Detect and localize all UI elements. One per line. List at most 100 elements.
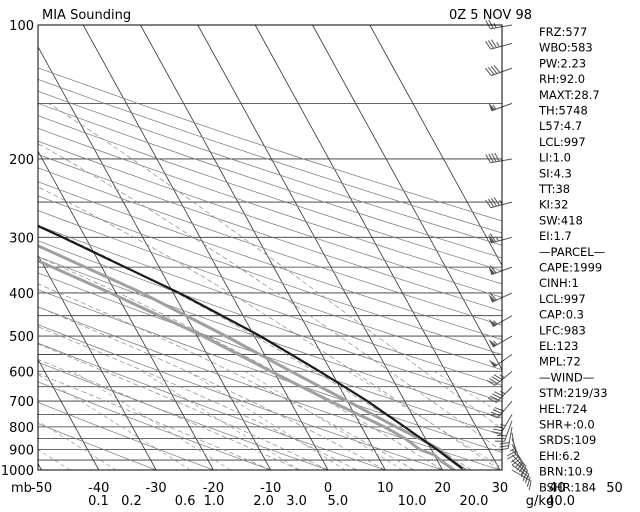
wind-barb-feather (510, 456, 519, 463)
mixing-ratio-label: 0.6 (175, 494, 196, 509)
index-entry: FRZ:577 (539, 25, 587, 39)
moist-adiabat-line (38, 373, 271, 470)
index-entry: MAXT:28.7 (539, 88, 600, 102)
wind-barb-feather (522, 470, 529, 480)
wind-barb-feather (488, 153, 494, 163)
index-entry: BRN:10.9 (539, 465, 593, 479)
wind-barb-pennant (488, 294, 496, 303)
wind-barb-shaft (493, 354, 513, 368)
isotherm-line (38, 45, 272, 470)
wind-barb-feather (516, 462, 524, 471)
mixing-ratio-label: 1.0 (204, 494, 225, 509)
wind-barb (488, 400, 513, 419)
moist-adiabat-line (38, 359, 300, 470)
temperature-tick-label: 20 (434, 481, 451, 496)
wind-barb-feather (485, 40, 492, 50)
moist-adiabat-line (38, 143, 502, 452)
isotherm-line (369, 25, 502, 267)
index-entry: EI:1.7 (539, 229, 572, 243)
index-entry: RH:92.0 (539, 72, 585, 86)
dry-adiabat-line (38, 140, 502, 298)
mixing-ratio-line (38, 420, 117, 470)
dry-adiabat-line (38, 423, 157, 470)
temperature-tick-label: -10 (260, 481, 281, 496)
dry-adiabat-line (38, 115, 502, 272)
temperature-tick-label: 10 (377, 481, 394, 496)
wind-barb (485, 39, 513, 50)
mixing-ratio-label: 0.2 (121, 494, 142, 509)
pressure-tick-label: 600 (9, 365, 34, 380)
wind-barb-half-feather (495, 236, 499, 242)
moist-adiabat-line (38, 186, 501, 470)
wind-barb-feather (485, 154, 491, 164)
temperature-tick-label: -50 (31, 481, 52, 496)
wind-barb-feather (499, 445, 509, 448)
wind-barb (506, 432, 517, 460)
pressure-tick-label: 300 (9, 231, 34, 246)
wind-barb-feather (489, 233, 496, 242)
pressure-tick-label: 900 (9, 444, 34, 459)
index-entry: KI:32 (539, 198, 568, 212)
mixing-ratio-line (38, 449, 71, 470)
temperature-tick-label: 0 (324, 481, 332, 496)
index-entry: LCL:997 (539, 292, 586, 306)
wind-barb-half-feather (493, 320, 498, 325)
mixing-ratio-label: 10.0 (398, 494, 427, 509)
isotherm-line (254, 25, 501, 470)
index-entry: EL:123 (539, 339, 579, 353)
isotherm-line (312, 25, 502, 371)
wind-barb-shaft (496, 386, 513, 403)
moist-adiabat-line (38, 256, 443, 470)
mixing-ratio-line (187, 371, 346, 470)
wind-barb-feather (520, 466, 527, 475)
mixing-ratio-line (141, 371, 300, 470)
temperature-tick-label: -20 (203, 481, 224, 496)
dry-adiabat-line (38, 256, 502, 419)
wind-barb-half-feather (493, 340, 498, 345)
wind-barbs (485, 19, 532, 491)
wind-barb-feather (488, 198, 495, 208)
moist-adiabat-line (38, 306, 386, 470)
wind-barb-feather (491, 153, 497, 162)
wind-barb-shaft (500, 414, 513, 434)
wind-barb (498, 426, 513, 451)
wind-barb-feather (493, 374, 503, 381)
wind-barb-feather (489, 292, 497, 301)
isotherm-line (197, 25, 443, 470)
wind-barb-half-feather (500, 423, 506, 427)
moist-adiabat-line (38, 283, 415, 470)
wind-barb-feather (486, 380, 496, 386)
wind-barb-feather (499, 442, 510, 445)
wind-barb-feather (485, 199, 492, 209)
dry-adiabat-line (38, 342, 386, 470)
pressure-unit-label: mb (11, 481, 32, 496)
parcel-trace (38, 224, 463, 470)
index-entry: LFC:983 (539, 323, 586, 337)
wind-barb-shaft (490, 24, 513, 30)
dry-adiabat-line (38, 381, 271, 470)
isotherm-line (38, 150, 214, 470)
wind-barb-feather (489, 395, 499, 401)
dewpoint-trace (38, 259, 456, 470)
moist-adiabat-line (48, 103, 502, 430)
dry-adiabat-line (38, 67, 502, 222)
wind-barb-feather (526, 477, 531, 487)
index-entry: SI:4.3 (539, 166, 572, 180)
index-entry: SW:418 (539, 213, 583, 227)
mixing-ratio-line (348, 371, 502, 469)
wind-barb-pennant (488, 234, 495, 244)
wind-barb-shaft (507, 426, 513, 449)
mixing-ratio-label: 5.0 (327, 494, 348, 509)
index-entry: STM:219/33 (539, 386, 608, 400)
index-entry: BSHR:184 (539, 480, 596, 494)
mixing-ratio-label: 20.0 (459, 494, 488, 509)
mixing-ratio-line (73, 371, 231, 470)
index-entry: —PARCEL— (539, 245, 605, 259)
wind-barb-feather (511, 458, 520, 466)
wind-barb-feather (491, 376, 501, 382)
wind-barb (485, 152, 513, 164)
wind-barb-feather (520, 468, 526, 478)
pressure-tick-labels: 100 200 300 400 500 600 700 800 900 1000 (1, 19, 34, 479)
wind-barb-half-feather (509, 448, 516, 452)
